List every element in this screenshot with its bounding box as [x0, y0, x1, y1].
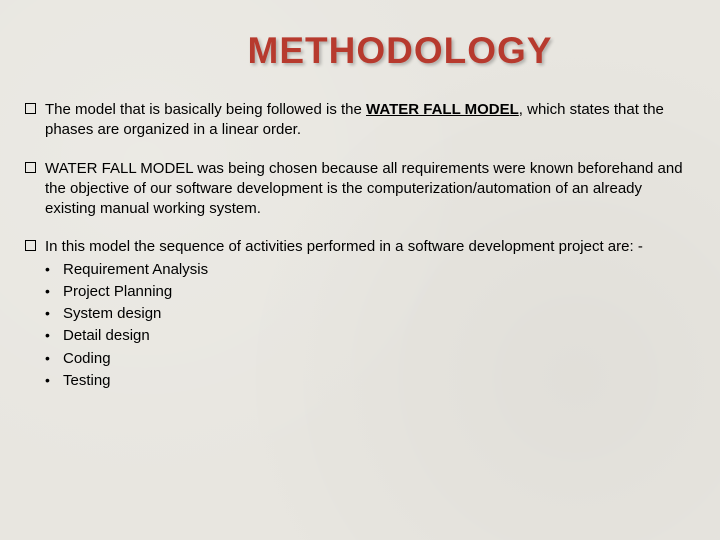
sub-bullet-text: Requirement Analysis — [63, 260, 695, 280]
bullet-item: WATER FALL MODEL was being chosen becaus… — [25, 159, 695, 220]
sub-bullet-text: Detail design — [63, 326, 695, 346]
dot-bullet-icon: • — [45, 304, 63, 324]
text-segment: WATER FALL MODEL was being chosen becaus… — [45, 160, 683, 218]
dot-bullet-icon: • — [45, 349, 63, 369]
sub-bullet-text: Project Planning — [63, 282, 695, 302]
slide-title: METHODOLOGY — [25, 30, 695, 72]
sub-bullet-item: • Coding — [25, 349, 695, 369]
dot-bullet-icon: • — [45, 282, 63, 302]
slide-content: The model that is basically being follow… — [25, 100, 695, 391]
sub-bullet-item: • Requirement Analysis — [25, 260, 695, 280]
bullet-text: WATER FALL MODEL was being chosen becaus… — [45, 159, 695, 220]
text-segment: The model that is basically being follow… — [45, 101, 366, 118]
sub-bullet-item: • Testing — [25, 371, 695, 391]
bullet-text: In this model the sequence of activities… — [45, 237, 695, 257]
dot-bullet-icon: • — [45, 371, 63, 391]
sub-bullet-item: • Detail design — [25, 326, 695, 346]
slide: METHODOLOGY The model that is basically … — [0, 0, 720, 540]
sub-bullet-text: Testing — [63, 371, 695, 391]
text-bold-underline: WATER FALL MODEL — [366, 101, 519, 118]
square-bullet-icon — [25, 100, 45, 141]
dot-bullet-icon: • — [45, 326, 63, 346]
square-bullet-icon — [25, 159, 45, 220]
sub-bullet-item: • System design — [25, 304, 695, 324]
bullet-item: In this model the sequence of activities… — [25, 237, 695, 257]
bullet-item: The model that is basically being follow… — [25, 100, 695, 141]
bullet-text: The model that is basically being follow… — [45, 100, 695, 141]
dot-bullet-icon: • — [45, 260, 63, 280]
sub-bullet-text: System design — [63, 304, 695, 324]
square-bullet-icon — [25, 237, 45, 257]
sub-bullet-item: • Project Planning — [25, 282, 695, 302]
sub-bullet-text: Coding — [63, 349, 695, 369]
text-segment: In this model the sequence of activities… — [45, 238, 643, 255]
